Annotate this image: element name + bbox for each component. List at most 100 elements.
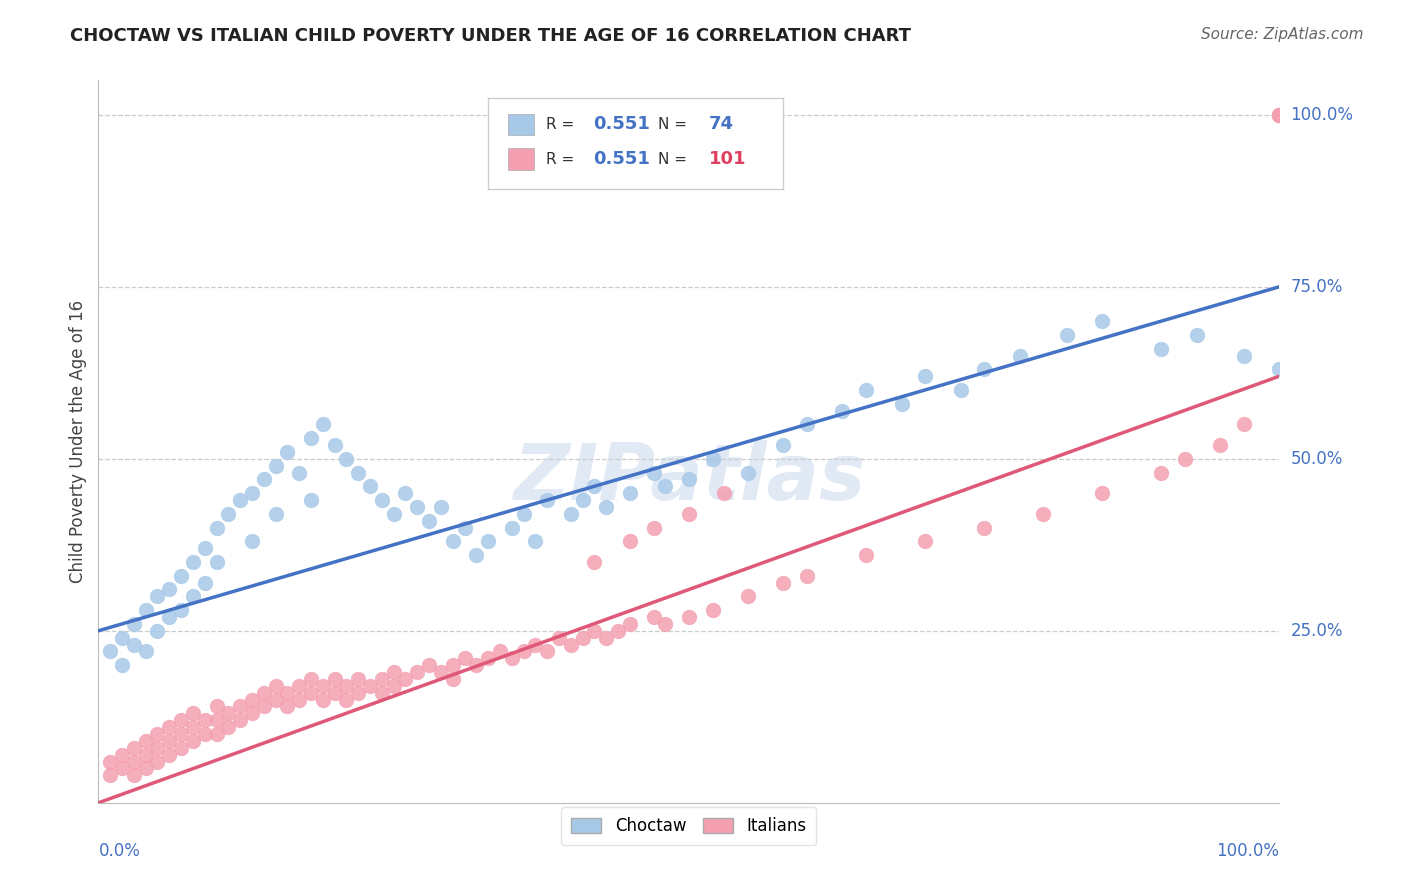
Point <box>465 548 488 562</box>
Point <box>240 706 263 721</box>
Point <box>299 686 322 700</box>
Point <box>536 493 558 508</box>
Point <box>595 631 617 645</box>
Point <box>406 500 429 514</box>
Point <box>890 397 912 411</box>
Point <box>135 761 157 775</box>
Point <box>240 534 263 549</box>
Point <box>181 590 204 604</box>
Point <box>571 631 593 645</box>
Point <box>430 665 453 679</box>
Point <box>288 679 311 693</box>
Point <box>181 555 204 569</box>
Point <box>702 451 724 466</box>
Point <box>1268 362 1291 376</box>
Point <box>98 755 121 769</box>
Point <box>1209 438 1232 452</box>
Point <box>229 493 252 508</box>
Text: R =: R = <box>546 117 579 132</box>
Point <box>501 520 523 534</box>
Point <box>560 638 582 652</box>
Text: 75.0%: 75.0% <box>1291 277 1343 296</box>
Point <box>170 727 193 741</box>
Point <box>1185 327 1208 342</box>
Text: 0.551: 0.551 <box>593 150 650 169</box>
Point <box>205 727 228 741</box>
Point <box>678 610 700 624</box>
Point <box>406 665 429 679</box>
Point <box>418 658 440 673</box>
Point <box>382 665 405 679</box>
Point <box>181 734 204 748</box>
Point <box>253 472 276 486</box>
Point <box>194 541 217 556</box>
Point <box>772 438 794 452</box>
Point <box>205 520 228 534</box>
Point <box>607 624 630 638</box>
Point <box>772 575 794 590</box>
Point <box>382 679 405 693</box>
Point <box>394 486 416 500</box>
Point <box>122 616 145 631</box>
Point <box>240 486 263 500</box>
Point <box>170 713 193 727</box>
Point <box>111 658 134 673</box>
Point <box>1091 314 1114 328</box>
Point <box>1056 327 1078 342</box>
Point <box>312 417 335 432</box>
Point <box>1032 507 1054 521</box>
Point <box>146 590 169 604</box>
Text: N =: N = <box>658 152 692 167</box>
Y-axis label: Child Poverty Under the Age of 16: Child Poverty Under the Age of 16 <box>69 300 87 583</box>
Point <box>1233 417 1256 432</box>
Point <box>643 610 665 624</box>
Point <box>98 644 121 658</box>
Point <box>512 507 534 521</box>
Point <box>240 692 263 706</box>
Point <box>98 768 121 782</box>
Point <box>146 755 169 769</box>
Point <box>347 466 370 480</box>
Point <box>229 699 252 714</box>
Point <box>111 631 134 645</box>
Point <box>489 644 512 658</box>
Point <box>288 466 311 480</box>
Point <box>560 507 582 521</box>
Text: 74: 74 <box>709 115 734 133</box>
Point <box>1268 108 1291 122</box>
Point <box>194 727 217 741</box>
Point <box>359 679 381 693</box>
Point <box>453 651 475 665</box>
Point <box>335 679 357 693</box>
Point <box>713 486 735 500</box>
Point <box>382 507 405 521</box>
Point <box>737 466 759 480</box>
Point <box>276 686 298 700</box>
Point <box>264 679 287 693</box>
Point <box>135 747 157 762</box>
Point <box>323 438 346 452</box>
Point <box>702 603 724 617</box>
Point <box>796 568 818 582</box>
Point <box>371 672 394 686</box>
Point <box>217 507 239 521</box>
Point <box>973 362 995 376</box>
Point <box>1150 466 1173 480</box>
Point <box>264 507 287 521</box>
Point <box>264 458 287 473</box>
Point <box>335 692 357 706</box>
Point <box>157 720 180 734</box>
Point <box>323 672 346 686</box>
Point <box>264 692 287 706</box>
Point <box>831 403 853 417</box>
Text: 101: 101 <box>709 150 747 169</box>
Point <box>512 644 534 658</box>
Point <box>441 672 464 686</box>
Point <box>441 534 464 549</box>
Point <box>465 658 488 673</box>
Point <box>299 672 322 686</box>
Point <box>181 706 204 721</box>
Point <box>347 672 370 686</box>
Point <box>253 686 276 700</box>
Point <box>643 520 665 534</box>
